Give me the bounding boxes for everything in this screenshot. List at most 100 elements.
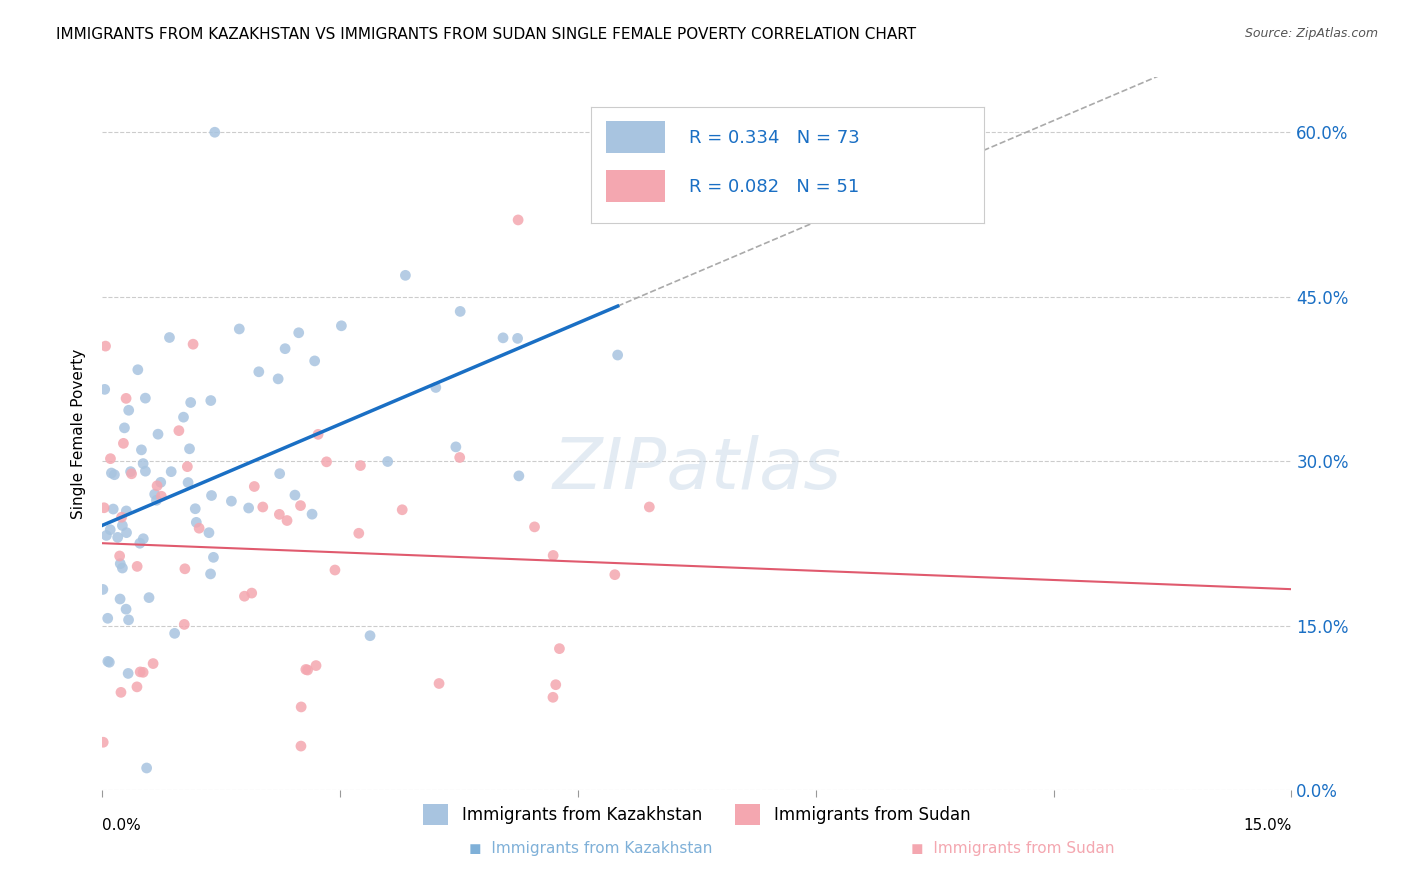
Point: [97, 654, 120, 668]
Point: [290, 739, 312, 753]
Point: [444, 440, 467, 454]
Point: [184, 501, 207, 516]
Point: [221, 494, 243, 508]
Point: [135, 761, 157, 775]
Point: [97, 611, 120, 625]
Point: [541, 549, 564, 563]
Point: [145, 493, 167, 508]
Text: ◼  Immigrants from Kazakhstan: ◼ Immigrants from Kazakhstan: [468, 841, 713, 856]
Point: [202, 550, 225, 565]
Point: [115, 392, 138, 406]
Point: [150, 489, 173, 503]
Point: [120, 465, 142, 479]
Point: [603, 567, 626, 582]
Point: [284, 488, 307, 502]
Point: [377, 454, 399, 468]
Point: [606, 348, 628, 362]
Point: [304, 354, 326, 368]
Point: [112, 436, 135, 450]
Point: [347, 526, 370, 541]
Text: ◼  Immigrants from Sudan: ◼ Immigrants from Sudan: [911, 841, 1114, 856]
Point: [315, 455, 337, 469]
Point: [91, 582, 114, 597]
Text: R = 0.334   N = 73: R = 0.334 N = 73: [689, 129, 859, 147]
Point: [323, 563, 346, 577]
Point: [200, 393, 222, 408]
Point: [129, 665, 152, 679]
Point: [103, 502, 125, 516]
Point: [506, 331, 529, 345]
Point: [127, 362, 149, 376]
Point: [449, 304, 471, 318]
Point: [297, 663, 319, 677]
Point: [132, 665, 155, 680]
Point: [128, 536, 150, 550]
Point: [98, 655, 121, 669]
Point: [127, 559, 149, 574]
Point: [307, 427, 329, 442]
Point: [146, 479, 169, 493]
Point: [276, 514, 298, 528]
Point: [117, 666, 139, 681]
Point: [132, 457, 155, 471]
Point: [305, 658, 328, 673]
Point: [492, 331, 515, 345]
Point: [391, 502, 413, 516]
Point: [100, 466, 122, 480]
Text: 0.0%: 0.0%: [103, 819, 141, 833]
Point: [290, 700, 312, 714]
Point: [180, 395, 202, 409]
Point: [173, 617, 195, 632]
Point: [243, 479, 266, 493]
Point: [541, 690, 564, 705]
Point: [188, 521, 211, 535]
Point: [131, 442, 153, 457]
Bar: [606, 169, 665, 202]
Point: [274, 342, 297, 356]
Point: [200, 489, 222, 503]
Point: [174, 562, 197, 576]
Point: [295, 663, 318, 677]
Point: [176, 459, 198, 474]
Point: [449, 450, 471, 465]
Point: [269, 467, 291, 481]
Point: [233, 589, 256, 603]
Point: [96, 528, 118, 542]
Point: [186, 516, 208, 530]
Point: [115, 602, 138, 616]
Text: R = 0.082   N = 51: R = 0.082 N = 51: [689, 178, 859, 196]
Point: [143, 487, 166, 501]
Point: [125, 680, 148, 694]
Point: [103, 467, 125, 482]
Point: [301, 507, 323, 521]
Point: [111, 518, 134, 533]
Point: [114, 421, 136, 435]
Point: [427, 676, 450, 690]
Text: IMMIGRANTS FROM KAZAKHSTAN VS IMMIGRANTS FROM SUDAN SINGLE FEMALE POVERTY CORREL: IMMIGRANTS FROM KAZAKHSTAN VS IMMIGRANTS…: [56, 27, 917, 42]
Point: [173, 410, 195, 425]
Point: [110, 557, 132, 571]
Point: [238, 501, 260, 516]
Text: Source: ZipAtlas.com: Source: ZipAtlas.com: [1244, 27, 1378, 40]
Point: [548, 641, 571, 656]
Point: [107, 530, 129, 544]
Point: [179, 442, 201, 456]
Point: [267, 372, 290, 386]
Point: [181, 337, 204, 351]
Text: ZIPatlas: ZIPatlas: [553, 434, 841, 504]
Point: [149, 475, 172, 490]
Point: [146, 427, 169, 442]
Point: [359, 629, 381, 643]
Point: [638, 500, 661, 514]
Point: [163, 626, 186, 640]
Point: [110, 685, 132, 699]
Point: [93, 383, 115, 397]
Point: [167, 424, 190, 438]
Legend: Immigrants from Kazakhstan, Immigrants from Sudan: Immigrants from Kazakhstan, Immigrants f…: [416, 797, 977, 831]
Point: [508, 469, 530, 483]
Point: [111, 561, 134, 575]
Point: [240, 586, 263, 600]
Point: [394, 268, 416, 283]
Point: [228, 322, 250, 336]
Point: [425, 380, 447, 394]
